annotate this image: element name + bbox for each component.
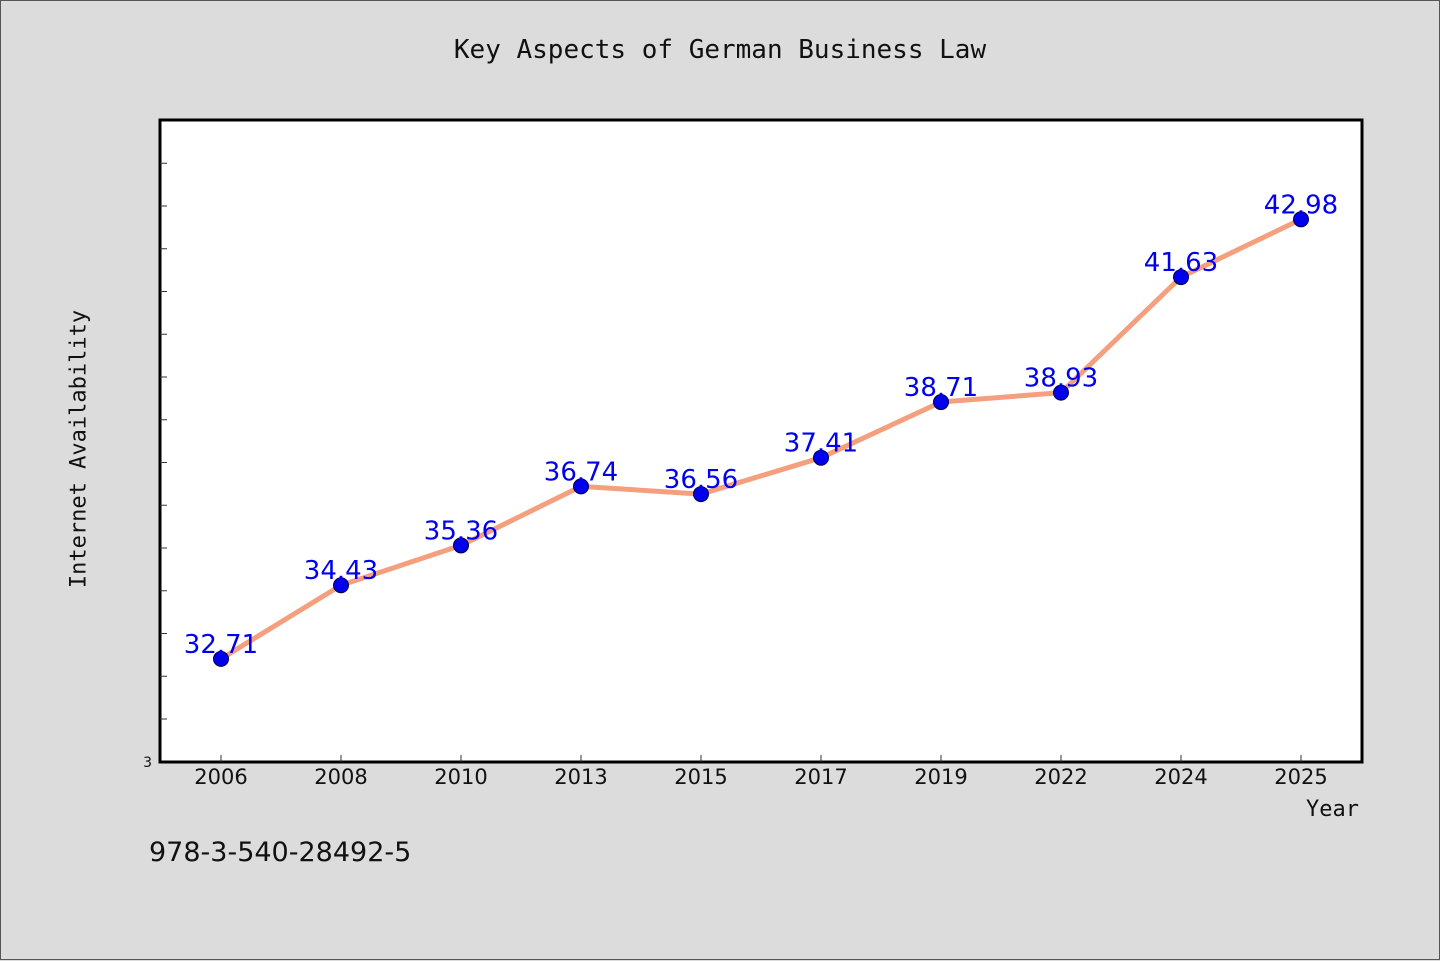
x-tick-label: 2015	[674, 765, 727, 789]
data-point-marker	[333, 577, 349, 594]
data-label: 42.98	[1264, 190, 1338, 220]
data-point-marker	[573, 478, 589, 495]
y-tick-label: 3	[143, 755, 152, 771]
footer-isbn-text: 978-3-540-28492-5	[149, 837, 412, 868]
data-point-marker	[453, 537, 469, 554]
plot-area	[158, 118, 1364, 764]
series-line	[218, 216, 1304, 662]
data-label: 34.43	[304, 556, 378, 586]
data-label: 36.56	[664, 465, 738, 495]
data-point-marker	[1173, 269, 1189, 286]
chart-title: Key Aspects of German Business Law	[453, 35, 987, 65]
data-label: 35.36	[424, 516, 498, 546]
x-tick-label: 2025	[1274, 765, 1327, 789]
x-tick-label: 2008	[314, 765, 367, 789]
data-label: 36.74	[544, 457, 618, 487]
x-tick-label: 2024	[1154, 765, 1207, 789]
x-tick-label: 2013	[554, 765, 607, 789]
data-point-marker	[933, 394, 949, 411]
data-point-marker	[813, 449, 829, 466]
data-label: 32.71	[184, 630, 258, 660]
data-label: 37.41	[784, 429, 858, 459]
data-point-marker	[693, 486, 709, 503]
data-label: 41.63	[1144, 248, 1218, 278]
data-point-marker	[1293, 211, 1309, 228]
x-tick-label: 2022	[1034, 765, 1087, 789]
data-point-marker	[1053, 384, 1069, 401]
data-label: 38.71	[904, 373, 978, 403]
x-tick-label: 2010	[434, 765, 487, 789]
data-label: 38.93	[1024, 364, 1098, 394]
x-tick-label: 2006	[194, 765, 247, 789]
x-tick-label: 2019	[914, 765, 967, 789]
data-point-marker	[213, 650, 229, 667]
x-axis-label: Year	[1306, 797, 1359, 822]
x-tick-label: 2017	[794, 765, 847, 789]
